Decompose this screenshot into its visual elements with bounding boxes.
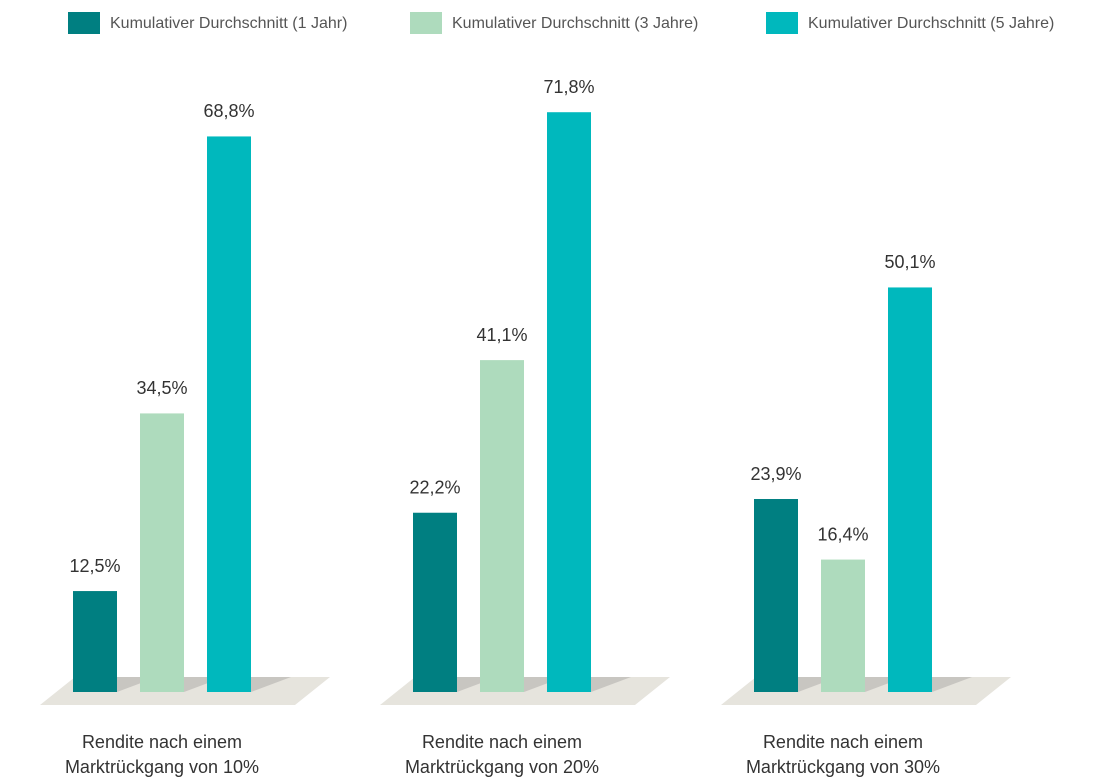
value-label: 68,8% <box>203 101 254 121</box>
value-label: 34,5% <box>136 378 187 398</box>
bar <box>140 413 184 692</box>
legend-swatch <box>68 12 100 34</box>
value-label: 12,5% <box>69 556 120 576</box>
bar <box>207 136 251 692</box>
x-tick-label: Rendite nach einem Marktrückgang von 30% <box>745 732 941 777</box>
x-tick-label: Rendite nach einem Marktrückgang von 10% <box>64 732 260 777</box>
value-label: 41,1% <box>476 325 527 345</box>
legend-text: Kumulativer Durchschnitt (1 Jahr) <box>110 15 347 32</box>
bar <box>73 591 117 692</box>
bar <box>888 287 932 692</box>
legend-swatch <box>410 12 442 34</box>
value-label: 71,8% <box>543 77 594 97</box>
legend-text: Kumulativer Durchschnitt (3 Jahre) <box>452 15 698 32</box>
value-label: 22,2% <box>409 477 460 497</box>
bar <box>547 112 591 693</box>
bar <box>821 559 865 692</box>
bar <box>480 360 524 692</box>
value-label: 23,9% <box>750 464 801 484</box>
value-label: 16,4% <box>817 524 868 544</box>
value-label: 50,1% <box>884 252 935 272</box>
x-tick-label: Rendite nach einem Marktrückgang von 20% <box>404 732 600 777</box>
bar <box>754 499 798 692</box>
legend-swatch <box>766 12 798 34</box>
bar <box>413 512 457 692</box>
legend-text: Kumulativer Durchschnitt (5 Jahre) <box>808 15 1054 32</box>
